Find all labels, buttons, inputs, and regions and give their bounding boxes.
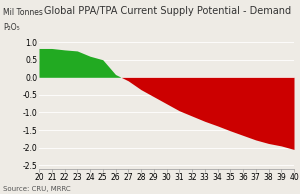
Text: Source: CRU, MRRC: Source: CRU, MRRC <box>3 186 70 192</box>
Text: P₂O₅: P₂O₅ <box>3 23 20 32</box>
Text: Global PPA/TPA Current Supply Potential - Demand: Global PPA/TPA Current Supply Potential … <box>44 6 291 16</box>
Text: Mil Tonnes: Mil Tonnes <box>3 8 43 17</box>
